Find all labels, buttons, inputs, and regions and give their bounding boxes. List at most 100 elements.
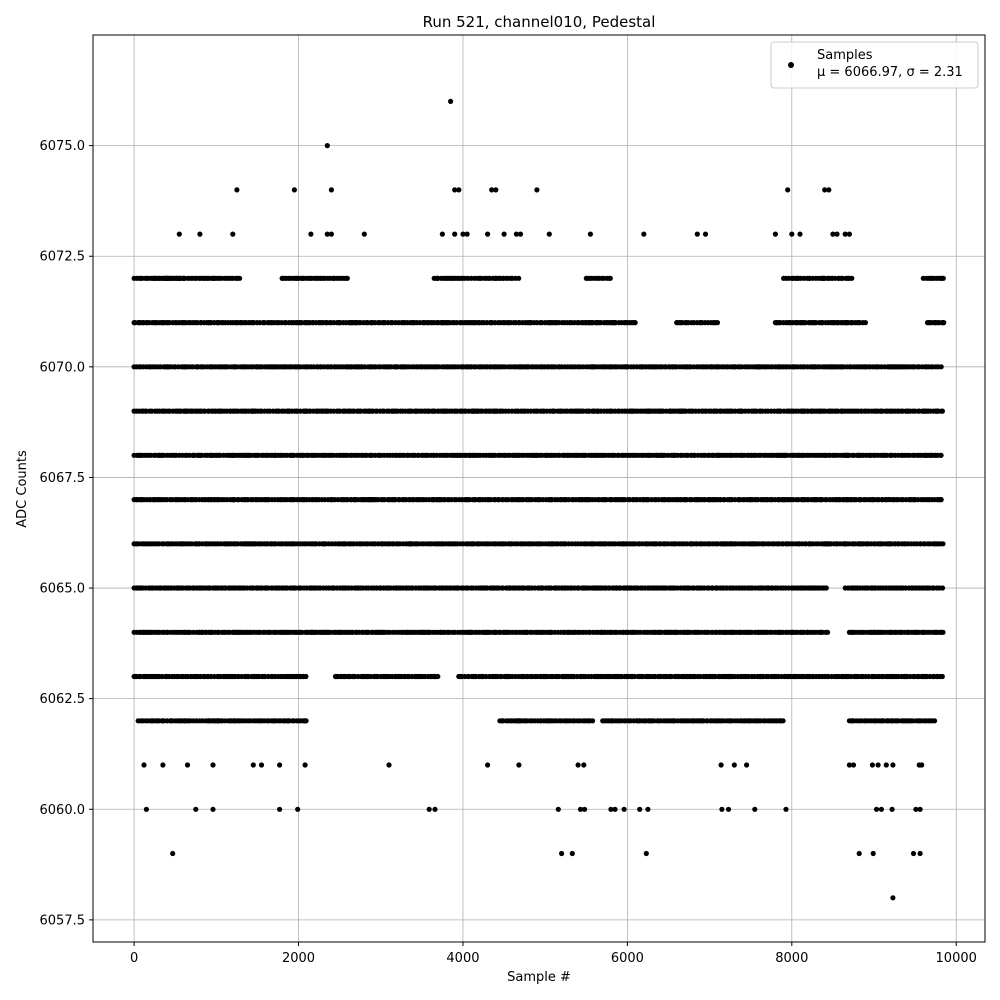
x-tick-label: 0 — [130, 951, 138, 966]
points-layer — [131, 98, 947, 901]
data-point — [645, 806, 651, 812]
data-point — [890, 895, 896, 901]
x-tick-label: 4000 — [446, 951, 479, 966]
data-point — [632, 320, 638, 326]
data-point — [637, 806, 643, 812]
data-point — [555, 806, 561, 812]
data-point — [890, 762, 896, 768]
data-point — [464, 231, 470, 237]
data-point — [772, 231, 779, 237]
data-point — [210, 806, 216, 812]
data-point — [941, 320, 947, 326]
data-point — [452, 187, 458, 193]
data-point — [485, 762, 491, 768]
data-point — [250, 762, 256, 768]
data-point — [913, 806, 919, 812]
data-point — [917, 806, 923, 812]
data-point — [834, 231, 840, 237]
data-point — [435, 673, 441, 680]
data-point — [277, 762, 283, 768]
data-point — [291, 187, 297, 193]
data-point — [780, 718, 786, 724]
data-point — [939, 673, 945, 680]
data-point — [870, 850, 876, 857]
legend-stats: μ = 6066.97, σ = 2.31 — [817, 65, 963, 80]
data-point — [324, 231, 330, 237]
data-point — [731, 762, 737, 768]
x-tick-label: 10000 — [936, 951, 977, 966]
data-point — [160, 762, 166, 768]
legend-box — [770, 41, 979, 89]
data-point — [559, 850, 565, 857]
data-point — [621, 806, 627, 812]
data-point — [303, 673, 309, 680]
data-point — [516, 762, 522, 768]
legend-marker — [788, 62, 794, 68]
data-point — [932, 718, 938, 724]
data-point — [940, 541, 946, 547]
data-point — [714, 320, 721, 326]
data-point — [452, 231, 458, 237]
data-point — [303, 718, 309, 724]
data-point — [883, 762, 889, 768]
data-point — [234, 187, 240, 193]
data-point — [643, 850, 649, 857]
data-point — [869, 762, 876, 768]
data-point — [517, 231, 524, 237]
data-point — [823, 585, 829, 591]
ticks-layer: 0 2000 4000 6000 8000 10000 6057.5 6060.0 6062.5… — [40, 139, 977, 966]
x-tick-label: 2000 — [282, 951, 315, 966]
data-point — [546, 231, 552, 237]
data-point — [590, 718, 596, 724]
data-point — [789, 231, 795, 237]
x-axis-label: Sample # — [507, 970, 571, 985]
y-tick-label: 6057.5 — [40, 913, 86, 928]
data-point — [875, 762, 881, 768]
y-axis-label: ADC Counts — [15, 450, 30, 528]
chart-title: Run 521, channel010, Pedestal — [423, 13, 656, 31]
data-point — [328, 187, 334, 193]
data-point — [210, 762, 216, 768]
data-point — [608, 806, 614, 812]
data-point — [744, 762, 750, 768]
data-point — [878, 806, 885, 812]
data-point — [846, 762, 853, 768]
data-point — [489, 187, 495, 193]
data-point — [752, 806, 758, 812]
data-point — [939, 585, 946, 591]
data-point — [607, 275, 613, 281]
data-point — [846, 231, 853, 237]
data-point — [230, 231, 236, 237]
data-point — [797, 231, 803, 237]
legend: Samples μ = 6066.97, σ = 2.31 — [770, 41, 979, 89]
data-point — [919, 762, 925, 768]
data-point — [386, 762, 392, 768]
data-point — [184, 762, 191, 768]
data-point — [141, 762, 147, 768]
data-point — [702, 231, 709, 237]
data-point — [258, 762, 265, 768]
data-point — [197, 231, 203, 237]
data-point — [456, 187, 462, 193]
data-point — [830, 231, 836, 237]
data-point — [237, 275, 243, 281]
data-point — [170, 850, 176, 857]
data-point — [694, 231, 700, 237]
data-point — [725, 806, 732, 812]
data-point — [308, 231, 314, 237]
data-point — [582, 806, 588, 812]
data-point — [448, 98, 454, 104]
data-point — [939, 408, 946, 414]
data-point — [856, 850, 862, 857]
data-point — [176, 231, 182, 237]
data-point — [426, 806, 432, 812]
legend-series-name: Samples — [817, 48, 873, 63]
data-point — [143, 806, 149, 812]
data-point — [302, 762, 308, 768]
data-point — [940, 629, 946, 635]
data-point — [822, 187, 828, 193]
y-tick-label: 6060.0 — [40, 803, 86, 818]
data-point — [295, 806, 301, 812]
x-tick-label: 6000 — [611, 951, 644, 966]
